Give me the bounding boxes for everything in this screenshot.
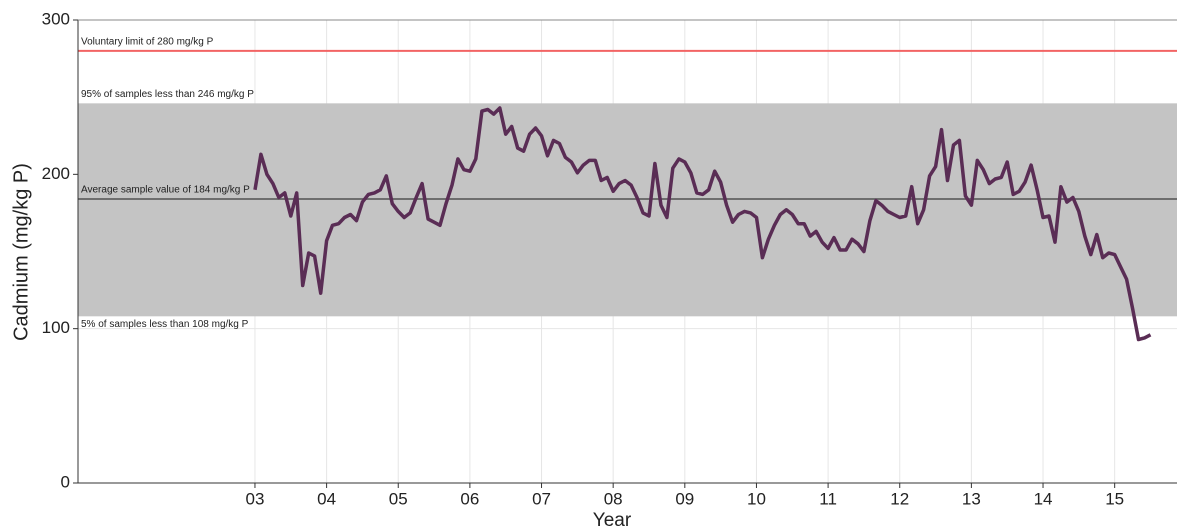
x-axis-label: Year <box>593 510 632 531</box>
x-tick-label: 05 <box>389 489 408 508</box>
percentile-band <box>78 103 1177 317</box>
x-tick-label: 09 <box>675 489 694 508</box>
y-tick-label: 300 <box>42 9 70 28</box>
y-tick-label: 200 <box>42 164 70 183</box>
x-tick-label: 10 <box>747 489 766 508</box>
y-axis-label: Cadmium (mg/kg P) <box>10 163 32 341</box>
x-tick-label: 03 <box>245 489 264 508</box>
x-tick-label: 06 <box>460 489 479 508</box>
y-tick-label: 100 <box>42 318 70 337</box>
annotation: 95% of samples less than 246 mg/kg P <box>81 89 254 100</box>
x-tick-label: 08 <box>604 489 623 508</box>
data-line <box>253 106 1152 342</box>
x-tick-label: 04 <box>317 489 336 508</box>
y-tick-label: 0 <box>61 472 70 491</box>
x-tick-label: 12 <box>890 489 909 508</box>
annotation: Voluntary limit of 280 mg/kg P <box>81 37 214 48</box>
x-tick-label: 14 <box>1034 489 1053 508</box>
x-tick-label: 15 <box>1105 489 1124 508</box>
annotation: 5% of samples less than 108 mg/kg P <box>81 319 249 330</box>
x-tick-label: 13 <box>962 489 981 508</box>
annotation: Average sample value of 184 mg/kg P <box>81 185 250 196</box>
x-tick-label: 11 <box>819 489 837 508</box>
x-tick-label: 07 <box>532 489 551 508</box>
